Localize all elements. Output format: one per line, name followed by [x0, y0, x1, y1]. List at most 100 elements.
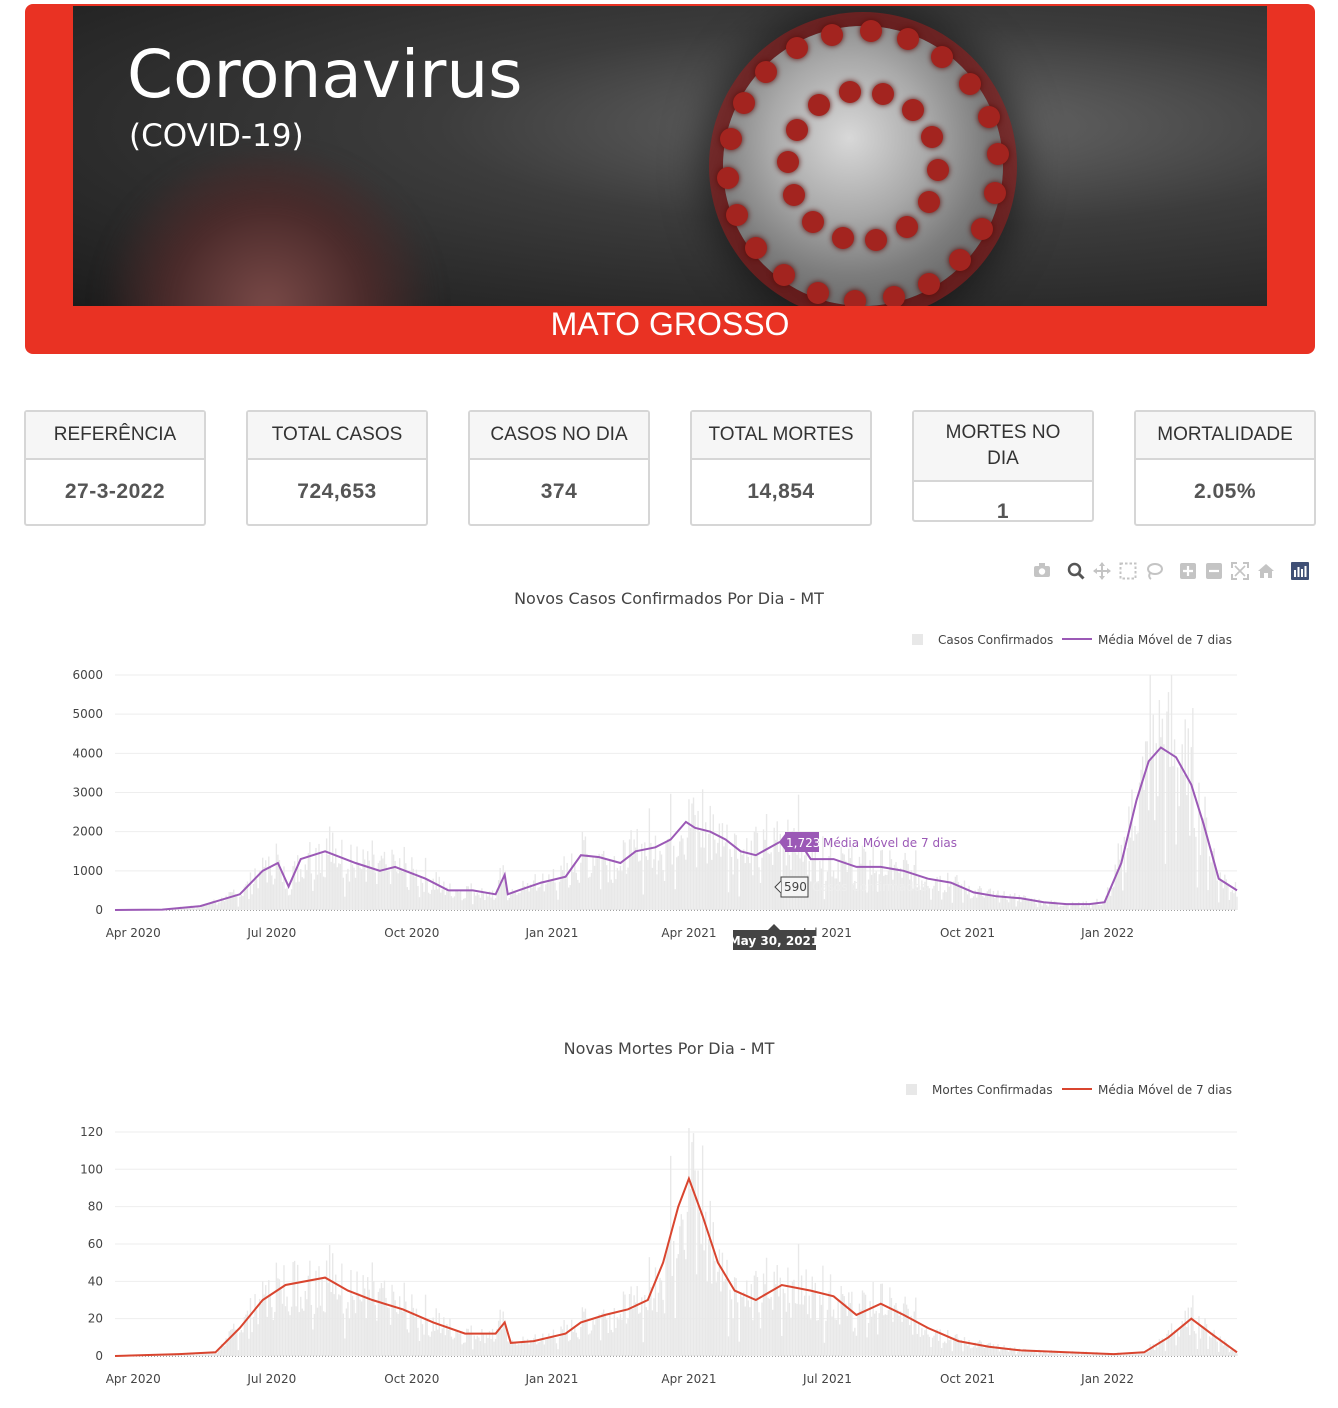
- daily-bar: [438, 876, 440, 910]
- daily-bar: [543, 1344, 545, 1356]
- daily-bar: [266, 1316, 268, 1356]
- daily-bar: [934, 1331, 937, 1356]
- camera-icon[interactable]: [1032, 562, 1052, 582]
- daily-bar: [770, 1296, 772, 1356]
- daily-bar: [810, 1319, 812, 1356]
- x-tick-label: Jul 2020: [246, 1372, 296, 1386]
- daily-bar: [479, 1341, 482, 1356]
- daily-bar: [513, 890, 515, 910]
- daily-bar: [1099, 1354, 1101, 1356]
- daily-bar: [727, 892, 730, 910]
- daily-bar: [942, 1342, 944, 1356]
- daily-bar: [771, 1309, 774, 1356]
- daily-bar: [606, 1319, 608, 1356]
- daily-bar: [663, 880, 666, 910]
- daily-bar: [532, 1338, 535, 1356]
- daily-bar: [1216, 1341, 1218, 1356]
- virus-spike: [921, 125, 944, 148]
- daily-bar: [985, 893, 987, 910]
- daily-bar: [854, 880, 856, 910]
- daily-bar: [571, 1319, 573, 1356]
- daily-bar: [1042, 902, 1045, 910]
- zoom-out-icon[interactable]: [1204, 562, 1224, 582]
- daily-bar: [560, 1326, 562, 1356]
- daily-bar: [1061, 905, 1063, 910]
- daily-bar: [679, 841, 681, 910]
- daily-bar: [400, 869, 402, 910]
- daily-bar: [603, 850, 605, 910]
- lasso-icon[interactable]: [1144, 562, 1164, 582]
- daily-bar: [344, 896, 346, 910]
- daily-bar: [732, 1318, 734, 1356]
- bar-series: [115, 1128, 1238, 1356]
- daily-bar: [342, 1313, 345, 1356]
- legend[interactable]: Casos Confirmados Média Móvel de 7 dias: [912, 633, 1232, 647]
- daily-bar: [1014, 893, 1016, 910]
- daily-bar: [275, 843, 278, 910]
- daily-bar: [529, 884, 532, 910]
- daily-bar: [187, 906, 189, 910]
- daily-bar: [1234, 1349, 1237, 1356]
- daily-bar: [724, 1278, 727, 1356]
- daily-bar: [787, 1267, 789, 1356]
- daily-bar: [831, 876, 833, 910]
- deaths-chart[interactable]: Novas Mortes Por Dia - MT Mortes Confirm…: [0, 1030, 1338, 1408]
- daily-bar: [196, 906, 198, 910]
- daily-bar: [615, 879, 617, 910]
- plotly-logo-icon[interactable]: [1290, 562, 1310, 582]
- daily-bar: [395, 871, 398, 910]
- daily-bar: [931, 888, 934, 910]
- pan-icon[interactable]: [1092, 562, 1112, 582]
- daily-bar: [782, 1288, 785, 1356]
- reset-axes-icon[interactable]: [1256, 562, 1276, 582]
- daily-bar: [415, 869, 418, 910]
- daily-bar: [219, 1349, 221, 1356]
- legend[interactable]: Mortes Confirmadas Média Móvel de 7 dias: [906, 1083, 1232, 1097]
- daily-bar: [1030, 1350, 1033, 1356]
- daily-bar: [176, 1354, 179, 1356]
- daily-bar: [491, 890, 494, 910]
- daily-bar: [251, 894, 253, 910]
- daily-bar: [741, 1297, 743, 1356]
- autoscale-icon[interactable]: [1230, 562, 1250, 582]
- daily-bar: [686, 1211, 689, 1356]
- daily-bar: [1046, 1353, 1048, 1356]
- daily-bar: [551, 879, 553, 910]
- daily-bar: [1161, 1338, 1164, 1356]
- daily-bar: [494, 898, 497, 910]
- daily-bar: [828, 1291, 830, 1356]
- daily-bar: [452, 1339, 454, 1356]
- daily-bar: [475, 895, 477, 910]
- daily-bar: [1033, 898, 1036, 910]
- zoom-icon[interactable]: [1066, 562, 1086, 582]
- virus-spike: [897, 27, 920, 50]
- box-select-icon[interactable]: [1118, 562, 1138, 582]
- daily-bar: [434, 1330, 436, 1356]
- daily-bar: [1225, 879, 1228, 910]
- cases-chart[interactable]: Novos Casos Confirmados Por Dia - MT Cas…: [0, 580, 1338, 960]
- daily-bar: [919, 889, 922, 910]
- daily-bar: [685, 859, 687, 910]
- hover-line-label-box: [785, 832, 819, 852]
- daily-bar: [345, 873, 348, 910]
- daily-bar: [937, 1340, 940, 1356]
- daily-bar: [1196, 1349, 1199, 1356]
- daily-bar: [721, 1252, 724, 1356]
- daily-bar: [972, 1346, 975, 1356]
- daily-bar: [905, 1304, 908, 1356]
- daily-bar: [584, 1308, 587, 1356]
- daily-bar: [1109, 1354, 1112, 1356]
- zoom-in-icon[interactable]: [1178, 562, 1198, 582]
- daily-bar: [902, 1303, 905, 1356]
- daily-bar: [309, 1260, 311, 1356]
- daily-bar: [220, 897, 223, 910]
- daily-bar: [1103, 900, 1106, 910]
- daily-bar: [1050, 900, 1052, 910]
- daily-bar: [659, 850, 661, 910]
- daily-bar: [1062, 905, 1065, 910]
- daily-bar: [813, 1292, 815, 1356]
- daily-bar: [427, 892, 430, 910]
- daily-bar: [484, 1343, 486, 1356]
- daily-bar: [838, 881, 841, 910]
- daily-bar: [682, 1219, 684, 1356]
